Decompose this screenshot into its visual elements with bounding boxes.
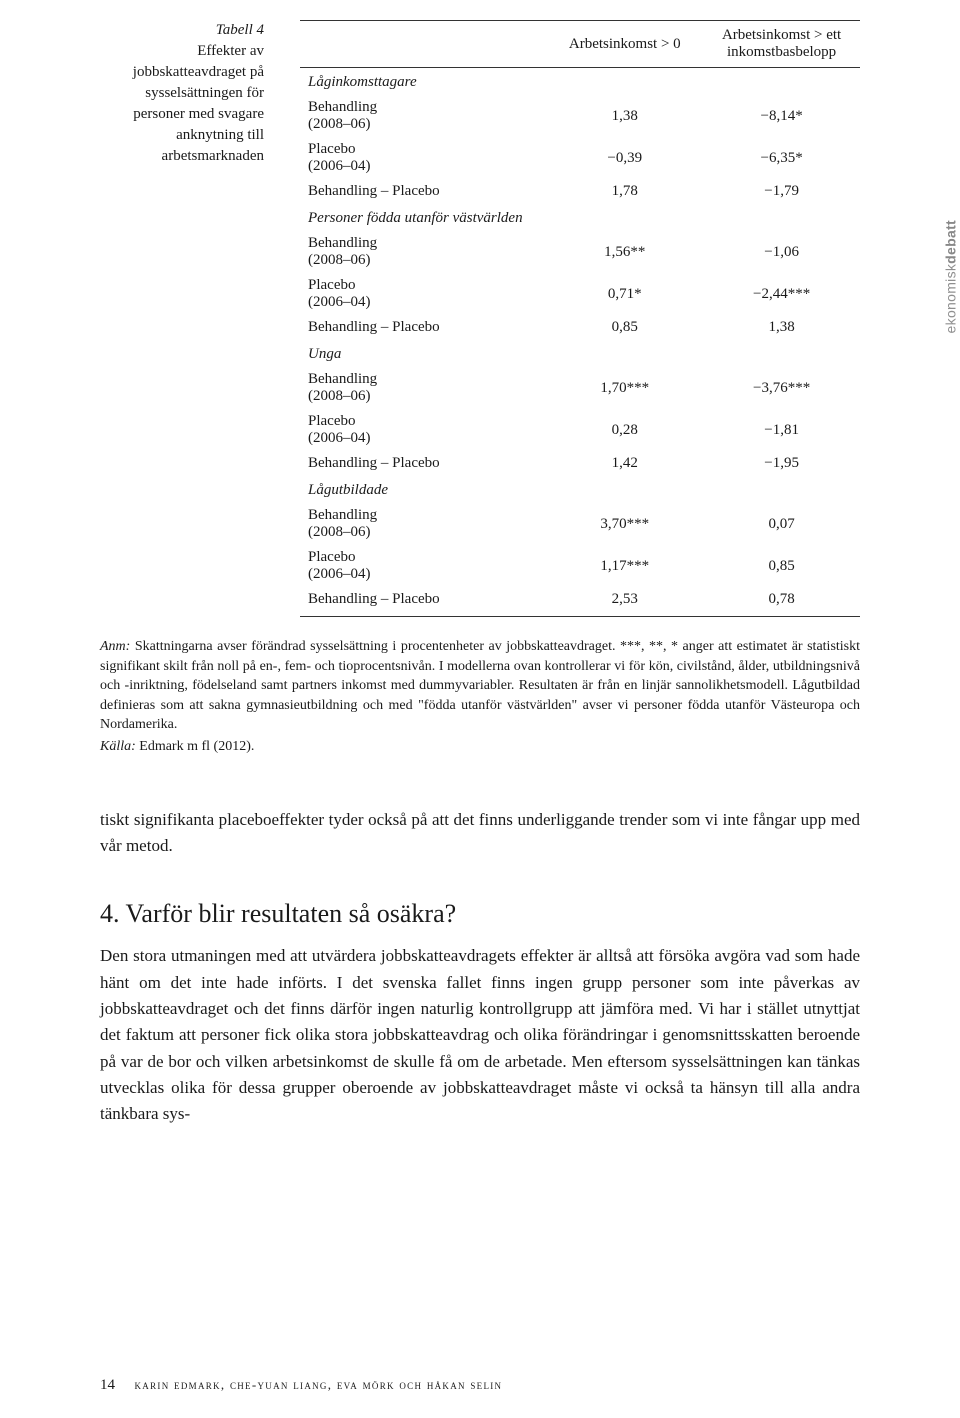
page-footer: 14 karin edmark, che-yuan liang, eva mör… <box>100 1377 502 1394</box>
side-label-light: ekonomisk <box>942 264 958 334</box>
cell-value: 1,38 <box>703 315 860 340</box>
row-label: Behandling(2008–06) <box>300 503 546 545</box>
data-table: Arbetsinkomst > 0 Arbetsinkomst > ett in… <box>300 20 860 617</box>
table-source: Källa: Edmark m fl (2012). <box>100 737 860 757</box>
group-title: Unga <box>300 340 860 367</box>
cell-value: −1,06 <box>703 231 860 273</box>
cell-value: −6,35* <box>703 137 860 179</box>
row-label: Behandling – Placebo <box>300 179 546 204</box>
table-title: Tabell 4 <box>216 22 264 38</box>
cell-value: −1,95 <box>703 451 860 476</box>
row-label: Behandling(2008–06) <box>300 231 546 273</box>
page-number: 14 <box>100 1377 115 1393</box>
cell-value: 0,85 <box>703 545 860 587</box>
kalla-label: Källa: <box>100 739 136 754</box>
cell-value: 1,42 <box>546 451 703 476</box>
table-caption: Tabell 4 Effekter av jobbskatteavdraget … <box>100 20 272 167</box>
anm-text: Skattningarna avser förändrad sysselsätt… <box>100 639 860 732</box>
cell-value: 0,71* <box>546 273 703 315</box>
body-paragraph-2: Den stora utmaningen med att utvärdera j… <box>100 943 860 1127</box>
kalla-text: Edmark m fl (2012). <box>139 739 254 754</box>
row-label: Behandling – Placebo <box>300 587 546 617</box>
col-header-2: Arbetsinkomst > ett inkomstbasbelopp <box>703 21 860 68</box>
table-row: Behandling – Placebo1,78−1,79 <box>300 179 860 204</box>
section-title: 4. Varför blir resultaten så osäkra? <box>100 899 860 929</box>
group-row: Unga <box>300 340 860 367</box>
group-title: Låginkomsttagare <box>300 68 860 96</box>
side-label: ekonomiskdebatt <box>942 220 958 333</box>
group-row: Personer födda utanför västvärlden <box>300 204 860 231</box>
group-title: Lågutbildade <box>300 476 860 503</box>
table-row: Behandling – Placebo1,42−1,95 <box>300 451 860 476</box>
table-row: Placebo(2006–04)−0,39−6,35* <box>300 137 860 179</box>
table-row: Behandling(2008–06)1,38−8,14* <box>300 95 860 137</box>
anm-label: Anm: <box>100 639 130 654</box>
table-row: Placebo(2006–04)0,71*−2,44*** <box>300 273 860 315</box>
row-label: Behandling(2008–06) <box>300 367 546 409</box>
footer-authors: karin edmark, che-yuan liang, eva mörk o… <box>135 1377 503 1392</box>
table-row: Behandling – Placebo0,851,38 <box>300 315 860 340</box>
body-paragraph-1: tiskt signifikanta placeboeffekter tyder… <box>100 807 860 860</box>
row-label: Placebo(2006–04) <box>300 409 546 451</box>
cell-value: 1,38 <box>546 95 703 137</box>
cell-value: 2,53 <box>546 587 703 617</box>
cell-value: 3,70*** <box>546 503 703 545</box>
row-label: Placebo(2006–04) <box>300 137 546 179</box>
table-note: Anm: Skattningarna avser förändrad sysse… <box>100 623 860 735</box>
col-header-1: Arbetsinkomst > 0 <box>546 21 703 68</box>
row-label: Behandling – Placebo <box>300 315 546 340</box>
cell-value: −1,81 <box>703 409 860 451</box>
cell-value: 1,17*** <box>546 545 703 587</box>
group-title: Personer födda utanför västvärlden <box>300 204 860 231</box>
group-row: Låginkomsttagare <box>300 68 860 96</box>
table-row: Placebo(2006–04)1,17***0,85 <box>300 545 860 587</box>
row-label: Behandling – Placebo <box>300 451 546 476</box>
cell-value: −2,44*** <box>703 273 860 315</box>
table-row: Behandling(2008–06)1,70***−3,76*** <box>300 367 860 409</box>
cell-value: 0,28 <box>546 409 703 451</box>
cell-value: 1,78 <box>546 179 703 204</box>
table-row: Placebo(2006–04)0,28−1,81 <box>300 409 860 451</box>
table-subtitle: Effekter av jobbskatteavdraget på syssel… <box>133 43 264 164</box>
group-row: Lågutbildade <box>300 476 860 503</box>
table-row: Behandling – Placebo2,530,78 <box>300 587 860 617</box>
cell-value: −3,76*** <box>703 367 860 409</box>
cell-value: 0,07 <box>703 503 860 545</box>
cell-value: −1,79 <box>703 179 860 204</box>
row-label: Behandling(2008–06) <box>300 95 546 137</box>
cell-value: 1,56** <box>546 231 703 273</box>
table-row: Behandling(2008–06)1,56**−1,06 <box>300 231 860 273</box>
col-header-empty <box>300 21 546 68</box>
side-label-bold: debatt <box>942 220 958 264</box>
cell-value: 0,85 <box>546 315 703 340</box>
table-row: Behandling(2008–06)3,70***0,07 <box>300 503 860 545</box>
cell-value: 1,70*** <box>546 367 703 409</box>
cell-value: 0,78 <box>703 587 860 617</box>
row-label: Placebo(2006–04) <box>300 273 546 315</box>
cell-value: −8,14* <box>703 95 860 137</box>
row-label: Placebo(2006–04) <box>300 545 546 587</box>
cell-value: −0,39 <box>546 137 703 179</box>
